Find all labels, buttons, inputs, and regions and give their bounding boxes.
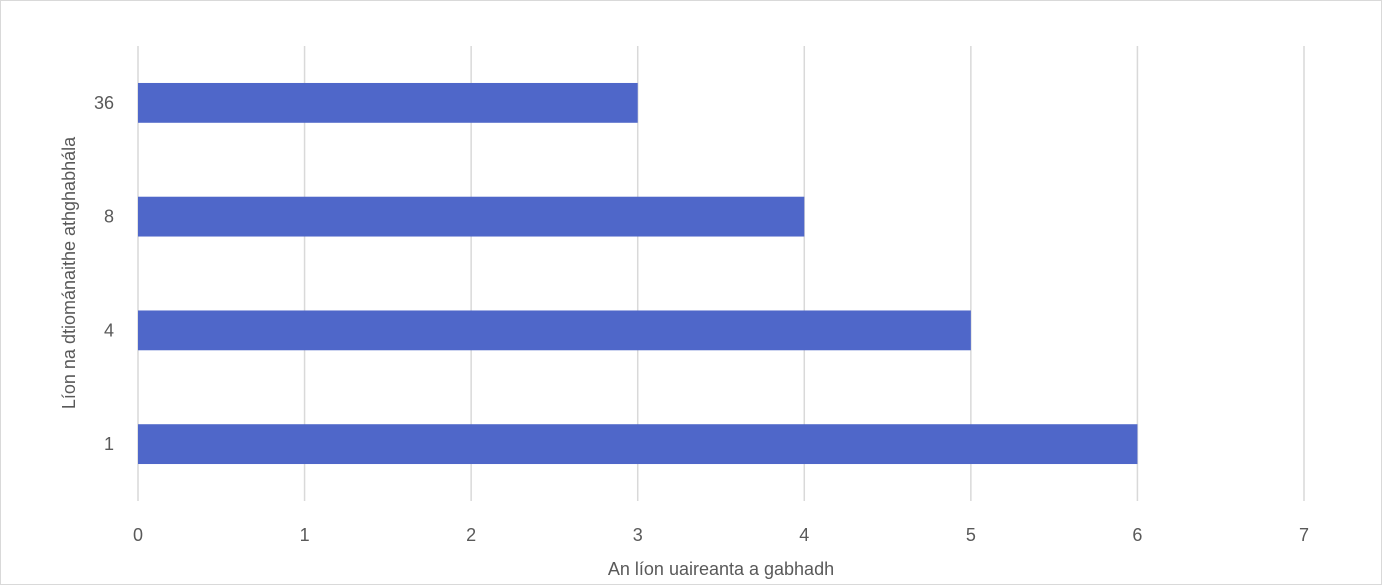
x-tick-label: 5	[966, 525, 976, 545]
bar-36	[138, 82, 638, 123]
x-tick-label: 3	[633, 525, 643, 545]
x-tick-label: 2	[466, 525, 476, 545]
x-tick-label: 4	[799, 525, 809, 545]
y-tick-labels: 1 4 8 36	[94, 93, 114, 454]
x-tick-label: 1	[300, 525, 310, 545]
bars	[138, 82, 1138, 465]
y-axis-title: Líon na dtiománaithe athghabhála	[59, 136, 79, 409]
y-tick-label: 36	[94, 93, 114, 113]
bar-4	[138, 310, 971, 351]
y-tick-label: 1	[104, 434, 114, 454]
y-tick-label: 4	[104, 320, 114, 340]
x-tick-label: 0	[133, 525, 143, 545]
bar-1	[138, 424, 1138, 465]
x-tick-labels: 0 1 2 3 4 5 6 7	[133, 525, 1309, 545]
x-axis-title: An líon uaireanta a gabhadh	[608, 559, 834, 579]
bar-8	[138, 196, 805, 237]
y-tick-label: 8	[104, 207, 114, 227]
x-tick-label: 6	[1132, 525, 1142, 545]
x-tick-label: 7	[1299, 525, 1309, 545]
